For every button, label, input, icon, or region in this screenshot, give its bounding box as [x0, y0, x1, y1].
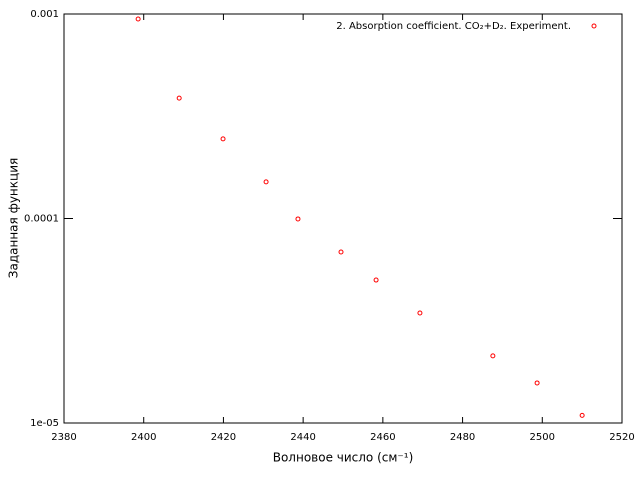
- y-axis-title: Заданная функция: [7, 158, 21, 278]
- point: [295, 216, 301, 222]
- x-tick-label: 2420: [211, 432, 236, 443]
- point: [220, 136, 226, 142]
- point: [338, 249, 344, 255]
- x-tick-label: 2460: [370, 432, 395, 443]
- x-axis-title: Волновое число (см⁻¹): [273, 451, 414, 465]
- x-tick-label: 2380: [51, 432, 76, 443]
- point: [373, 277, 379, 283]
- y-tick-label: 0.001: [30, 9, 59, 20]
- legend-label: 2. Absorption coefficient. CO₂+D₂. Exper…: [336, 21, 571, 32]
- point: [176, 95, 182, 101]
- x-tick-label: 2480: [450, 432, 475, 443]
- y-tick-label: 0.0001: [24, 214, 59, 225]
- x-tick-label: 2520: [609, 432, 634, 443]
- x-tick-label: 2500: [530, 432, 555, 443]
- point: [579, 412, 585, 418]
- legend-marker: [591, 23, 597, 29]
- point: [534, 380, 540, 386]
- point: [417, 310, 423, 316]
- y-tick-label: 1e-05: [30, 418, 59, 429]
- plot-frame: [63, 13, 623, 424]
- point: [490, 353, 496, 359]
- x-tick-label: 2440: [290, 432, 315, 443]
- x-tick-label: 2400: [131, 432, 156, 443]
- point: [135, 16, 141, 22]
- point: [263, 179, 269, 185]
